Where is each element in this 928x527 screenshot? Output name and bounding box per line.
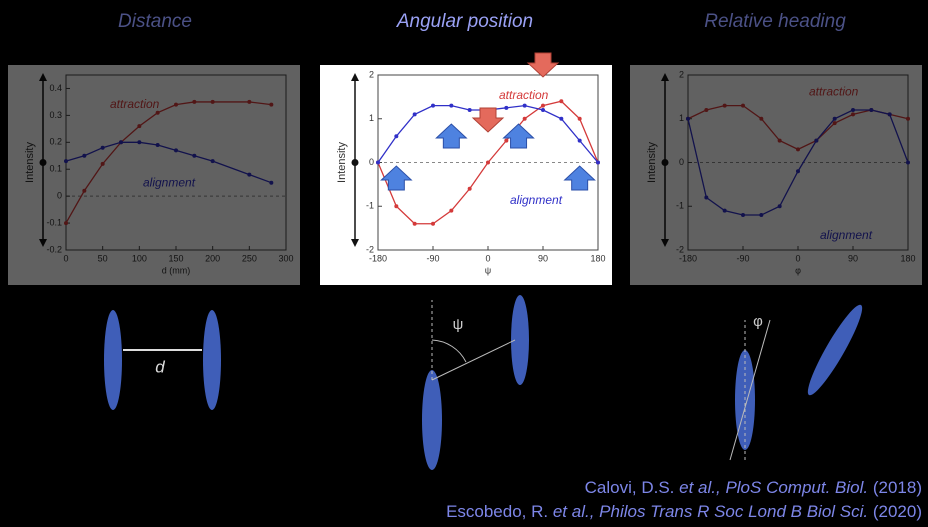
data-point xyxy=(577,138,582,143)
data-point xyxy=(467,108,472,112)
series-label: attraction xyxy=(499,88,549,102)
y-tick-label: -2 xyxy=(366,244,374,254)
data-point xyxy=(431,103,435,108)
citation-part: Calovi, D.S. xyxy=(585,478,679,497)
header: Angular position xyxy=(396,11,533,32)
dim-overlay xyxy=(8,65,300,285)
y-tick-label: 0 xyxy=(369,157,374,167)
header: Distance xyxy=(118,11,192,32)
data-point xyxy=(412,112,417,117)
highlight-arrow xyxy=(526,52,560,78)
chart-panel: -2-1012-180-90090180φIntensityattraction… xyxy=(630,65,922,285)
panel-background xyxy=(320,65,612,285)
data-point xyxy=(559,116,564,121)
chart-panel: -2 -1 0 1 2 -180 -90 0 90 180 ψ Intensity attraction… xyxy=(320,52,612,285)
data-point xyxy=(376,160,380,165)
citation-part: et al., Philos Trans R Soc Lond B Biol S… xyxy=(553,502,868,521)
data-point xyxy=(577,116,582,121)
x-tick-label: -90 xyxy=(426,253,439,263)
chart-panel: -0.2-0.100.10.20.30.4050100150200250300d… xyxy=(8,65,300,285)
fish xyxy=(511,295,529,385)
data-point xyxy=(467,186,472,191)
highlight-arrow xyxy=(471,107,505,133)
data-point xyxy=(394,204,399,209)
highlight-arrow xyxy=(563,165,596,191)
data-point xyxy=(559,99,564,104)
data-point xyxy=(522,116,527,121)
citation-part: et al., PloS Comput. Biol. xyxy=(679,478,868,497)
data-point xyxy=(412,221,417,226)
y-tick-label: 2 xyxy=(369,69,374,79)
data-point xyxy=(541,103,545,108)
citation: Escobedo, R. et al., Philos Trans R Soc … xyxy=(446,502,922,521)
reference-line xyxy=(729,319,771,461)
x-tick-label: -180 xyxy=(369,253,387,263)
fish xyxy=(807,304,863,396)
citation: Calovi, D.S. et al., PloS Comput. Biol. … xyxy=(585,478,922,497)
highlight-arrow xyxy=(435,123,468,149)
angle-arc xyxy=(431,339,467,363)
x-axis-label: ψ xyxy=(485,265,491,275)
fish xyxy=(203,310,221,410)
x-tick-label: 0 xyxy=(485,253,490,263)
diagram-label: ψ xyxy=(453,316,464,333)
dim-overlay xyxy=(630,65,922,285)
data-point xyxy=(541,108,545,112)
fish xyxy=(104,310,122,410)
data-point xyxy=(596,160,600,165)
reference-line xyxy=(431,339,516,381)
citation-part: (2020) xyxy=(868,502,922,521)
data-point xyxy=(522,103,527,108)
y-axis-label: Intensity xyxy=(336,142,348,183)
data-point xyxy=(504,138,509,143)
intensity-dot xyxy=(351,159,359,166)
diagram-label: φ xyxy=(753,313,763,330)
data-point xyxy=(486,160,490,165)
y-tick-label: 1 xyxy=(369,113,374,123)
series-label: alignment xyxy=(510,193,563,207)
y-tick-label: -1 xyxy=(366,201,374,211)
citation-part: Escobedo, R. xyxy=(446,502,553,521)
data-point xyxy=(394,134,399,139)
highlight-arrow xyxy=(502,123,535,149)
diagram-label: d xyxy=(155,357,165,376)
citation-part: (2018) xyxy=(868,478,922,497)
header: Relative heading xyxy=(704,11,846,32)
fish xyxy=(422,370,442,470)
data-point xyxy=(449,103,454,108)
fish-diagrams: d ψ φ xyxy=(104,295,863,470)
highlight-arrow xyxy=(380,165,413,191)
x-tick-label: 90 xyxy=(538,253,548,263)
data-point xyxy=(504,105,509,110)
x-tick-label: 180 xyxy=(590,253,605,263)
data-point xyxy=(431,221,435,226)
data-point xyxy=(449,208,454,213)
